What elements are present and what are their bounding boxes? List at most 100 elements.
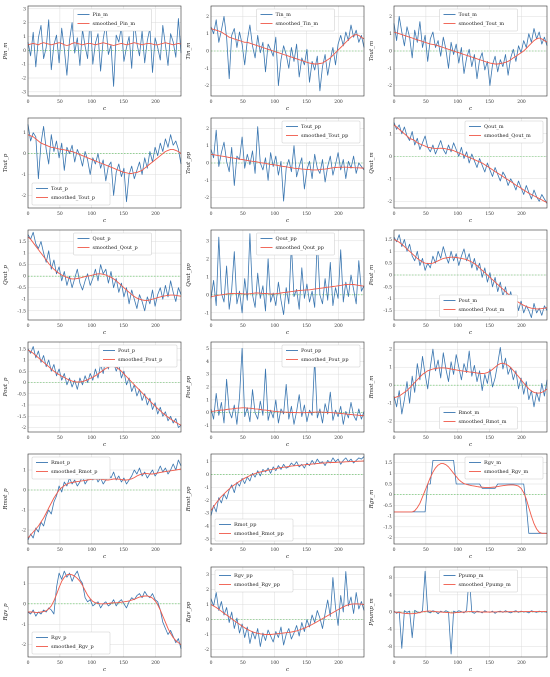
legend-label: smoothed_Pin_m (93, 21, 136, 27)
plot-frame (393, 229, 548, 321)
plot-frame (393, 453, 548, 545)
raw-series-line (393, 234, 548, 318)
x-tick-label: 100 (270, 660, 279, 666)
raw-series-line (27, 124, 182, 203)
legend-label: smoothed_Tin_m (276, 21, 319, 27)
y-tick-label: -2 (22, 76, 27, 82)
x-tick-label: 200 (151, 547, 160, 553)
x-tick-label: 0 (27, 660, 30, 666)
plot-frame (393, 341, 548, 433)
x-tick-label: 0 (393, 323, 396, 329)
x-tick-label: 0 (27, 547, 30, 553)
x-tick-label: 150 (302, 660, 311, 666)
legend: Pin_m smoothed_Pin_m (73, 8, 152, 32)
x-axis-label: c (469, 218, 472, 224)
x-tick-label: 50 (423, 99, 429, 105)
x-tick-label: 150 (302, 323, 311, 329)
x-tick-label: 100 (270, 547, 279, 553)
x-tick-label: 50 (423, 660, 429, 666)
chart-panel: 0 50 100 150 200 1.5 1 0.5 0 -0.5 -1 -1.5 -2 c Rgv_m Rg… (366, 448, 549, 560)
legend-box (256, 8, 335, 32)
y-tick-label: 0 (23, 48, 26, 54)
y-tick-label: 1 (23, 581, 26, 587)
legend-box (98, 344, 178, 368)
y-tick-label: 4 (389, 592, 392, 598)
x-tick-label: 100 (453, 99, 462, 105)
y-tick-label: -2 (388, 83, 393, 89)
legend-label: smoothed_Qout_pp (276, 245, 324, 251)
legend-label: smoothed_Rgv_p (51, 644, 94, 650)
legend-label: Pout_m (459, 298, 478, 304)
legend-label: smoothed_Pout_p (118, 357, 162, 363)
legend-label: Qout_m (484, 124, 504, 130)
legend-box (281, 120, 361, 144)
y-tick-label: 2 (206, 14, 209, 20)
smoothed-series-line (394, 463, 547, 534)
x-tick-label: 50 (240, 435, 246, 441)
legend: Ppump_m smoothed_Ppump_m (439, 569, 518, 593)
x-tick-label: 0 (210, 547, 213, 553)
y-tick-label: -1 (22, 403, 27, 409)
y-tick-label: -4 (388, 627, 393, 633)
y-tick-label: -1 (388, 514, 393, 520)
y-tick-label: -2 (388, 199, 393, 205)
y-tick-label: -1 (22, 622, 27, 628)
legend-label: Rgv_p (51, 635, 67, 641)
y-tick-label: -1 (388, 66, 393, 72)
y-tick-label: 2 (389, 347, 392, 353)
x-tick-label: 200 (151, 435, 160, 441)
y-tick-label: 1 (389, 31, 392, 37)
raw-series-line (210, 456, 365, 516)
y-axis-label: Qout_pp (186, 263, 192, 287)
legend: Rmot_m smoothed_Rmot_m (439, 406, 518, 430)
y-tick-label: -1 (388, 296, 393, 302)
x-tick-label: 150 (119, 547, 128, 553)
smoothed-series-line (27, 468, 182, 539)
y-tick-label: 0 (206, 49, 209, 55)
x-tick-label: 100 (87, 323, 96, 329)
chart-svg: 0 50 100 150 2003210-1-2-3cPin_mPin_msmoothe… (3, 5, 182, 112)
raw-series-line (210, 347, 365, 425)
y-tick-label: 0.5 (385, 261, 392, 267)
plot-frame (393, 117, 548, 209)
x-tick-label: 50 (240, 99, 246, 105)
y-tick-label: 1 (206, 397, 209, 403)
x-tick-label: 0 (210, 435, 213, 441)
x-tick-label: 150 (119, 99, 128, 105)
legend-box (73, 8, 152, 32)
x-axis-label: c (286, 667, 289, 673)
x-tick-label: 100 (87, 435, 96, 441)
plot-frame (393, 5, 548, 97)
y-tick-label: 1 (206, 31, 209, 37)
x-tick-label: 0 (210, 99, 213, 105)
y-tick-label: -2 (22, 425, 27, 431)
smoothed-series-line (393, 124, 548, 203)
smoothed-series-line (27, 349, 182, 426)
legend-box (464, 456, 544, 480)
x-tick-label: 50 (57, 99, 63, 105)
x-tick-label: 150 (485, 547, 494, 553)
y-tick-label: 0 (206, 161, 209, 167)
y-tick-label: -0.5 (17, 285, 26, 291)
chart-panel: 0 50 100 150 200 8 4 0 -4 -8 c Ppump_m Ppump_m smooth… (366, 561, 549, 673)
plot-frame (27, 5, 182, 97)
smoothed-series-line (27, 42, 182, 46)
x-axis-label: c (469, 554, 472, 560)
chart-svg: 0 50 100 150 200543210-1cPout_ppPout_ppsmoot… (186, 341, 365, 448)
legend: Rmot_p smoothed_Rmot_p (31, 456, 111, 480)
y-tick-label: -1 (22, 62, 27, 68)
raw-series-line (210, 233, 365, 315)
smoothed-series-line (210, 603, 365, 635)
y-tick-label: 0 (389, 273, 392, 279)
plot-frame (210, 453, 365, 545)
y-tick-label: 2 (389, 14, 392, 20)
x-tick-label: 50 (240, 660, 246, 666)
chart-svg: 0 50 100 150 200 2 1 0 -1 -2 c Rmot_m Rmot_m smoothed… (369, 341, 548, 448)
x-tick-label: 0 (393, 547, 396, 553)
y-axis-label: Rmot_pp (186, 486, 192, 512)
x-axis-label: c (103, 554, 106, 560)
y-tick-label: -2 (205, 83, 210, 89)
raw-series-line (394, 459, 547, 534)
y-tick-label: -1 (22, 172, 27, 178)
